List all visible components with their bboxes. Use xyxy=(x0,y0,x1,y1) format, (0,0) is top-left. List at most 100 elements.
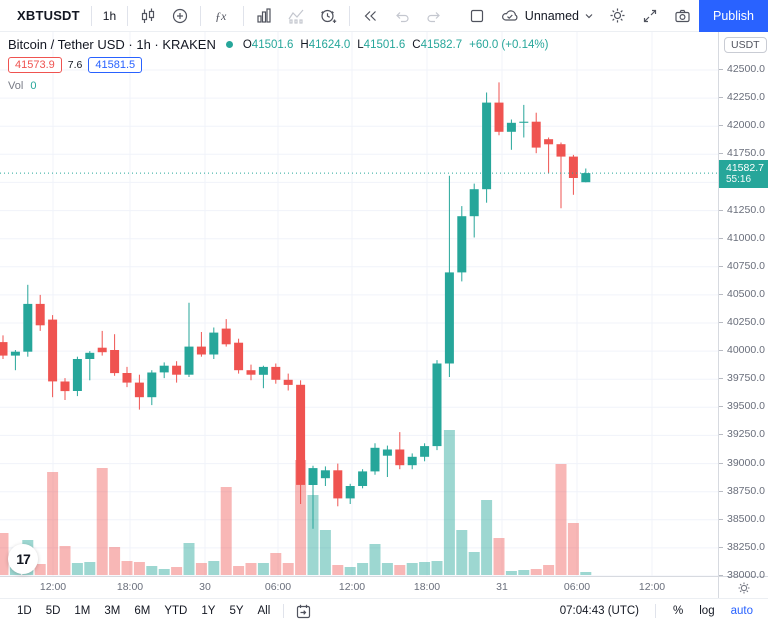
volume-bar xyxy=(344,567,356,575)
clock-utc[interactable]: 07:04:43 (UTC) xyxy=(559,605,640,617)
volume-bar xyxy=(158,569,170,575)
candle-body xyxy=(296,384,306,485)
currency-unit-button[interactable]: USDT xyxy=(724,37,767,53)
range-button-all[interactable]: All xyxy=(251,603,278,619)
candle-body xyxy=(494,102,504,132)
volume-bar xyxy=(133,562,145,575)
candle-body xyxy=(308,468,318,485)
time-axis[interactable]: 12:00 18:00 30 06:00 12:00 18:00 31 06:00 12:00 xyxy=(0,576,768,599)
ohlc-item: O41501.6 xyxy=(242,38,294,51)
candle-body xyxy=(172,365,182,375)
undo-arrow-icon xyxy=(396,11,409,22)
price-axis-label: 40750.0 xyxy=(719,260,768,272)
top-toolbar-left: XBTUSDT 1h ƒx xyxy=(0,0,450,31)
range-button-ytd[interactable]: YTD xyxy=(157,603,194,619)
candle-body xyxy=(556,144,566,157)
candle-body xyxy=(234,342,244,371)
log-scale-button[interactable]: log xyxy=(694,603,719,619)
publish-button[interactable]: Publish xyxy=(699,0,768,32)
ohlc-values: O41501.6 H41624.0 L41501.6 C41582.7 +60.0 (+… xyxy=(243,39,549,51)
range-button-6m[interactable]: 6M xyxy=(127,603,157,619)
volume-bar xyxy=(543,565,555,575)
ohlc-item: L41501.6 xyxy=(357,38,406,51)
candle-body xyxy=(506,122,516,132)
interval-button[interactable]: 1h xyxy=(96,0,123,31)
candle-body xyxy=(48,319,58,382)
undo-button[interactable] xyxy=(386,0,418,31)
buy-ask-button[interactable]: 41581.5 xyxy=(88,57,143,73)
range-button-5d[interactable]: 5D xyxy=(39,603,68,619)
volume-bar xyxy=(109,547,121,575)
volume-bar xyxy=(468,552,480,575)
time-axis-label: 18:00 xyxy=(413,581,441,593)
candle-body xyxy=(568,156,578,178)
candle-body xyxy=(283,379,293,385)
volume-bar xyxy=(456,530,468,575)
volume-bar xyxy=(555,464,567,575)
bar-countdown: 55:16 xyxy=(726,174,752,185)
indicators-button[interactable]: ƒx xyxy=(205,0,239,31)
range-button-3m[interactable]: 3M xyxy=(97,603,127,619)
percent-scale-button[interactable]: % xyxy=(668,603,688,619)
redo-arrow-icon xyxy=(427,11,441,22)
patterns-button[interactable] xyxy=(280,0,312,31)
fx-indicators-icon: ƒx xyxy=(215,9,227,23)
candle-body xyxy=(35,303,45,326)
last-price-value: 41582.7 xyxy=(726,162,764,174)
bottom-toolbar: 1D 5D 1M 3M 6M YTD 1Y 5Y All 07:04:43 (UTC) % lo… xyxy=(0,598,768,623)
volume-bar xyxy=(381,563,393,575)
symbol-button[interactable]: XBTUSDT xyxy=(10,0,87,31)
cloud-check-icon xyxy=(501,9,518,21)
volume-bar xyxy=(332,565,344,575)
price-axis-label: 38000.0 xyxy=(719,569,768,581)
tradingview-logo[interactable]: 17 xyxy=(8,544,38,574)
layout-square-icon xyxy=(470,9,483,22)
volume-bar xyxy=(481,500,493,575)
bid-ask-row: 41573.9 7.6 41581.5 xyxy=(8,57,548,73)
layout-button[interactable] xyxy=(461,0,493,31)
range-button-1y[interactable]: 1Y xyxy=(194,603,222,619)
templates-button[interactable] xyxy=(248,0,280,31)
candle-body xyxy=(97,347,107,353)
range-button-5y[interactable]: 5Y xyxy=(222,603,250,619)
snapshot-button[interactable] xyxy=(666,0,699,31)
axis-settings-corner[interactable] xyxy=(718,577,768,599)
save-layout-button[interactable]: Unnamed xyxy=(493,0,601,31)
layout-name-label: Unnamed xyxy=(524,8,579,23)
candle-body xyxy=(345,486,355,499)
ohlc-item: H41624.0 xyxy=(300,38,351,51)
price-axis-label: 39000.0 xyxy=(719,457,768,469)
fullscreen-button[interactable] xyxy=(634,0,666,31)
price-axis[interactable]: USDT 41582.7 55:16 42500.0 42250.0 42000.0… xyxy=(718,32,768,581)
chart-canvas[interactable] xyxy=(0,32,718,576)
volume-bar xyxy=(394,565,406,575)
price-axis-label: 38750.0 xyxy=(719,485,768,497)
alert-button[interactable] xyxy=(312,0,345,31)
volume-bar xyxy=(245,563,257,575)
separator xyxy=(243,5,245,26)
separator xyxy=(283,604,285,618)
volume-bar xyxy=(518,570,530,575)
redo-button[interactable] xyxy=(418,0,450,31)
time-axis-label: 12:00 xyxy=(638,581,666,593)
volume-bar xyxy=(96,468,108,575)
candle-body xyxy=(333,470,343,499)
auto-scale-button[interactable]: auto xyxy=(726,603,758,619)
chart-area[interactable]: Bitcoin / Tether USD · 1h · KRAKEN O4150… xyxy=(0,32,768,581)
settings-button[interactable] xyxy=(601,0,634,31)
separator xyxy=(90,5,92,26)
bar-replay-button[interactable] xyxy=(354,0,386,31)
volume-bar xyxy=(369,544,381,575)
volume-bar xyxy=(47,472,59,575)
top-toolbar-right: Unnamed Publish xyxy=(461,0,768,32)
compare-add-button[interactable] xyxy=(164,0,196,31)
range-button-1m[interactable]: 1M xyxy=(67,603,97,619)
go-to-date-button[interactable] xyxy=(290,601,317,622)
sell-bid-button[interactable]: 41573.9 xyxy=(8,57,62,73)
date-range-buttons: 1D 5D 1M 3M 6M YTD 1Y 5Y All xyxy=(10,603,277,619)
chart-style-button[interactable] xyxy=(132,0,164,31)
range-button-1d[interactable]: 1D xyxy=(10,603,39,619)
candle-body xyxy=(519,121,529,123)
candle-body xyxy=(395,449,405,466)
